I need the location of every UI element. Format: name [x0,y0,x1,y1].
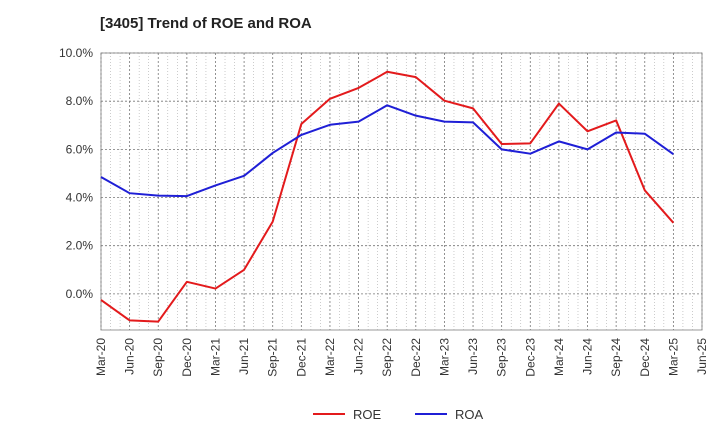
axes: 0.0% 2.0% 4.0% 6.0% 8.0% 10.0% Mar-20 Jun-20 Sep… [59,46,709,377]
y-tick-label: 0.0% [66,287,94,301]
x-tick-label: Jun-22 [352,338,366,375]
legend-label-roe: ROE [353,407,382,422]
y-tick-label: 2.0% [66,239,94,253]
legend: ROE ROA [313,407,484,422]
x-tick-label: Sep-21 [266,338,280,377]
chart-title: [3405] Trend of ROE and ROA [100,15,312,32]
x-tick-label: Mar-20 [94,338,108,376]
y-tick-label: 4.0% [66,191,94,205]
x-tick-label: Dec-20 [180,338,194,377]
x-tick-label: Jun-25 [695,338,709,375]
x-tick-label: Dec-23 [523,338,537,377]
x-tick-label: Mar-23 [437,338,451,376]
x-tick-label: Mar-21 [208,338,222,376]
grid [100,52,703,331]
x-tick-label: Mar-25 [666,338,680,376]
x-tick-label: Mar-22 [323,338,337,376]
y-tick-label: 6.0% [66,142,94,156]
x-tick-label: Jun-24 [581,338,595,375]
x-tick-label: Sep-22 [380,338,394,377]
x-tick-label: Sep-23 [495,338,509,377]
series-line-roe [100,70,675,323]
x-tick-label: Dec-21 [294,338,308,377]
x-tick-label: Jun-20 [123,338,137,375]
x-tick-label: Jun-23 [466,338,480,375]
y-tick-label: 10.0% [59,46,93,60]
y-tick-label: 8.0% [66,94,94,108]
x-tick-label: Sep-24 [609,338,623,377]
series-lines [100,70,675,323]
x-tick-label: Dec-24 [638,338,652,377]
x-tick-label: Sep-20 [151,338,165,377]
x-tick-label: Jun-21 [237,338,251,375]
legend-label-roa: ROA [455,407,484,422]
series-line-roa [100,104,674,198]
x-tick-label: Mar-24 [552,338,566,376]
plot-area [100,52,703,331]
x-tick-label: Dec-22 [409,338,423,377]
